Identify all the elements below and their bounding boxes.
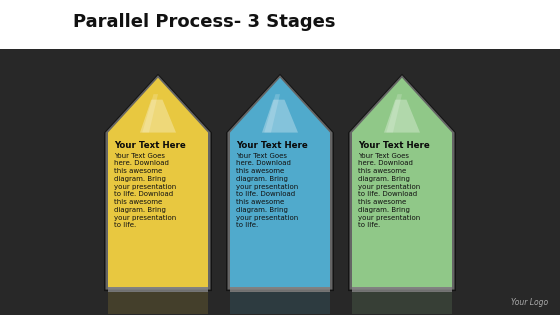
Text: Your Text Here: Your Text Here: [236, 140, 308, 150]
Polygon shape: [386, 94, 402, 133]
Text: Your Text Goes
here. Download
this awesome
diagram. Bring
your presentation
to l: Your Text Goes here. Download this aweso…: [358, 152, 420, 228]
Text: Your Text Goes
here. Download
this awesome
diagram. Bring
your presentation
to l: Your Text Goes here. Download this aweso…: [114, 152, 176, 228]
Text: Parallel Process- 3 Stages: Parallel Process- 3 Stages: [73, 13, 335, 31]
Polygon shape: [108, 78, 208, 287]
Polygon shape: [352, 78, 452, 287]
Text: Your Text Here: Your Text Here: [358, 140, 430, 150]
Text: Your Logo: Your Logo: [511, 298, 548, 307]
Polygon shape: [104, 74, 212, 291]
Polygon shape: [108, 292, 208, 314]
Polygon shape: [230, 292, 330, 314]
Text: Your Text Here: Your Text Here: [114, 140, 186, 150]
Polygon shape: [227, 75, 333, 289]
Polygon shape: [105, 75, 211, 289]
Bar: [230, 287, 330, 292]
Polygon shape: [226, 74, 334, 291]
Polygon shape: [349, 75, 455, 289]
Polygon shape: [140, 100, 176, 133]
Bar: [108, 287, 208, 292]
Polygon shape: [264, 94, 280, 133]
Bar: [352, 287, 452, 292]
Polygon shape: [384, 100, 420, 133]
Polygon shape: [352, 292, 452, 314]
Polygon shape: [142, 94, 158, 133]
Polygon shape: [230, 78, 330, 287]
Polygon shape: [348, 74, 456, 291]
Text: Your Text Goes
here. Download
this awesome
diagram. Bring
your presentation
to l: Your Text Goes here. Download this aweso…: [236, 152, 298, 228]
Polygon shape: [262, 100, 298, 133]
